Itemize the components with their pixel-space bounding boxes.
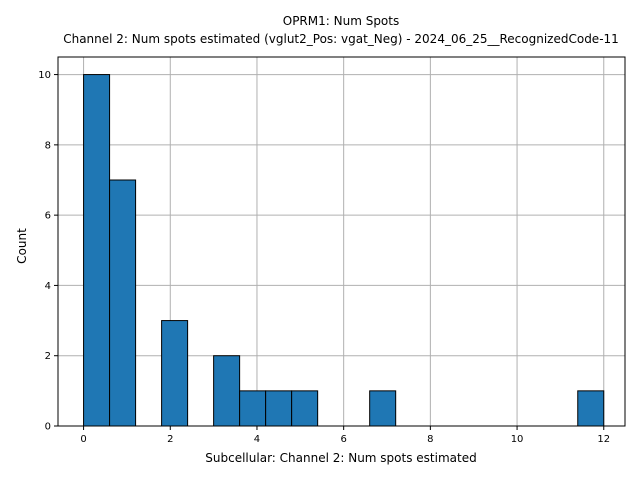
chart-subtitle: Channel 2: Num spots estimated (vglut2_P…	[63, 32, 619, 46]
x-tick-label: 8	[427, 434, 433, 445]
histogram-bar	[161, 320, 189, 427]
y-tick-label: 10	[38, 70, 51, 81]
histogram-bar	[369, 390, 397, 427]
plot-frame	[57, 56, 626, 427]
histogram-bar	[239, 390, 267, 427]
y-tick-label: 6	[45, 211, 51, 222]
x-tick-label: 6	[340, 434, 346, 445]
histogram-bar	[213, 355, 241, 427]
y-tick-label: 4	[45, 281, 51, 292]
histogram-bar	[577, 390, 605, 427]
x-axis-ticks: 0 2 4 6 8 10 12	[80, 426, 610, 445]
histogram-bar	[83, 74, 111, 427]
y-tick-label: 0	[45, 422, 51, 433]
chart-title: OPRM1: Num Spots	[283, 14, 399, 28]
x-tick-label: 10	[511, 434, 524, 445]
y-tick-label: 8	[45, 140, 51, 151]
histogram-bars	[83, 74, 605, 427]
y-axis-ticks: 0 2 4 6 8 10	[38, 70, 58, 433]
grid-lines	[58, 57, 625, 427]
histogram-bar	[109, 179, 137, 427]
x-tick-label: 0	[80, 434, 86, 445]
x-axis-label: Subcellular: Channel 2: Num spots estima…	[205, 451, 476, 465]
x-tick-label: 12	[597, 434, 610, 445]
y-tick-label: 2	[45, 351, 51, 362]
x-tick-label: 2	[167, 434, 173, 445]
histogram-bar	[291, 390, 319, 427]
histogram-bar	[265, 390, 293, 427]
y-axis-label: Count	[15, 228, 29, 264]
x-tick-label: 4	[254, 434, 260, 445]
